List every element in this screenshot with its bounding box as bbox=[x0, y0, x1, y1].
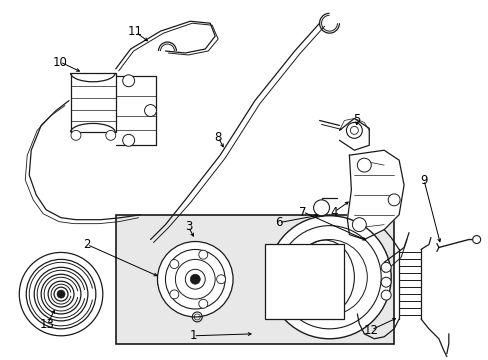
Circle shape bbox=[185, 269, 205, 289]
Circle shape bbox=[199, 250, 207, 259]
Circle shape bbox=[352, 218, 366, 231]
Text: 7: 7 bbox=[299, 206, 306, 219]
Text: 5: 5 bbox=[352, 113, 359, 126]
Text: 9: 9 bbox=[420, 174, 427, 186]
Circle shape bbox=[169, 290, 179, 299]
Text: 6: 6 bbox=[274, 216, 282, 229]
Circle shape bbox=[381, 290, 390, 300]
Circle shape bbox=[169, 260, 179, 269]
Polygon shape bbox=[346, 150, 403, 239]
Text: 3: 3 bbox=[184, 220, 192, 233]
Circle shape bbox=[472, 235, 480, 243]
Circle shape bbox=[19, 252, 102, 336]
Bar bbox=[116, 215, 393, 344]
Circle shape bbox=[157, 242, 233, 317]
Circle shape bbox=[190, 274, 200, 284]
Text: 2: 2 bbox=[82, 238, 90, 251]
Circle shape bbox=[313, 200, 329, 216]
Circle shape bbox=[381, 277, 390, 287]
Circle shape bbox=[357, 158, 370, 172]
Circle shape bbox=[199, 299, 207, 308]
Circle shape bbox=[144, 105, 156, 117]
Circle shape bbox=[387, 194, 399, 206]
Text: 11: 11 bbox=[127, 25, 142, 38]
Text: 8: 8 bbox=[214, 131, 221, 144]
Text: 12: 12 bbox=[363, 324, 378, 337]
Circle shape bbox=[57, 290, 65, 298]
Circle shape bbox=[381, 262, 390, 272]
Circle shape bbox=[122, 75, 134, 87]
Circle shape bbox=[71, 130, 81, 140]
Circle shape bbox=[216, 275, 225, 284]
Text: 4: 4 bbox=[330, 206, 338, 219]
Circle shape bbox=[346, 122, 362, 138]
Text: 13: 13 bbox=[40, 318, 55, 331]
Bar bbox=[71, 73, 116, 132]
Text: 10: 10 bbox=[52, 55, 67, 69]
Text: 1: 1 bbox=[189, 329, 197, 342]
Circle shape bbox=[267, 216, 390, 339]
Circle shape bbox=[105, 130, 116, 140]
Circle shape bbox=[122, 134, 134, 146]
Bar bbox=[264, 244, 344, 319]
